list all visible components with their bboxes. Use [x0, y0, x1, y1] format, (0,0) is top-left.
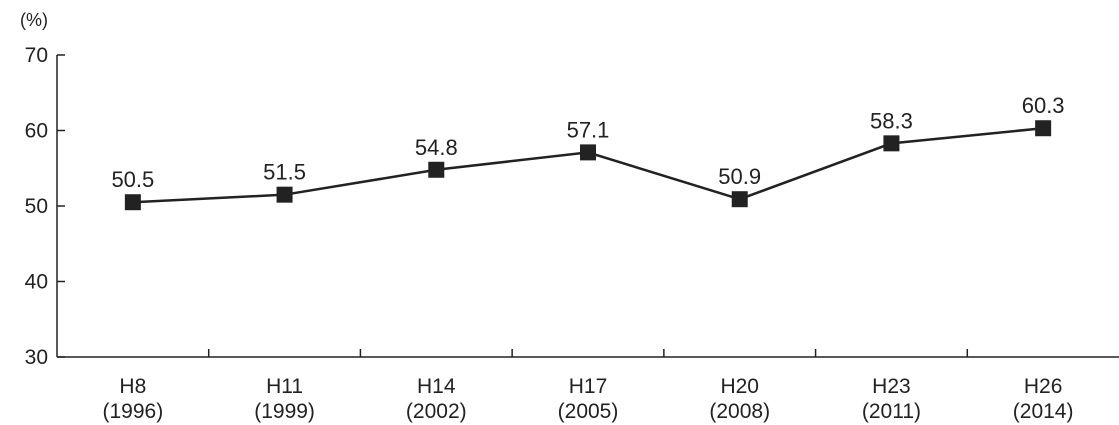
x-axis-ticks	[207, 349, 969, 357]
y-tick-label: 30	[25, 346, 48, 369]
x-label-year: (2011)	[862, 400, 921, 423]
x-axis-labels: H8(1996)H11(1999)H14(2002)H17(2005)H20(2…	[103, 375, 1074, 423]
data-label: 50.9	[718, 164, 761, 189]
series-markers	[124, 120, 1052, 211]
x-label-era: H23	[872, 375, 911, 398]
data-point-marker	[124, 194, 141, 211]
data-point-marker	[580, 144, 596, 161]
data-point-marker	[1035, 120, 1052, 137]
x-label-year: (2008)	[709, 400, 770, 423]
x-label-era: H8	[119, 375, 146, 398]
data-label: 51.5	[263, 160, 306, 185]
x-label-year: (2002)	[406, 400, 467, 423]
y-tick-label: 60	[25, 120, 48, 143]
data-label: 60.3	[1022, 93, 1065, 118]
data-point-marker	[276, 186, 293, 203]
x-label-year: (2014)	[1013, 400, 1074, 423]
data-label: 50.5	[111, 167, 154, 192]
data-label: 58.3	[870, 108, 913, 133]
x-label-era: H17	[569, 375, 608, 398]
y-axis-unit-label: (%)	[20, 10, 48, 30]
y-tick-label: 50	[25, 195, 48, 218]
y-tick-label: 70	[25, 44, 48, 67]
y-tick-label: 40	[25, 271, 48, 294]
x-label-era: H11	[266, 375, 303, 398]
data-point-marker	[428, 161, 445, 178]
x-label-year: (2005)	[558, 400, 619, 423]
data-point-marker	[731, 191, 748, 208]
x-label-year: (1996)	[103, 400, 164, 423]
x-label-year: (1999)	[254, 400, 315, 423]
data-label: 57.1	[567, 117, 610, 142]
x-label-era: H26	[1024, 375, 1063, 398]
y-axis-ticks: 30 40 50 60 70	[25, 44, 65, 369]
data-point-marker	[883, 135, 900, 152]
x-label-era: H20	[720, 375, 759, 398]
data-labels: 50.5 51.5 54.8 57.1 50.9 58.3 60.3	[111, 93, 1064, 192]
x-label-era: H14	[417, 375, 456, 398]
data-label: 54.8	[415, 135, 458, 160]
